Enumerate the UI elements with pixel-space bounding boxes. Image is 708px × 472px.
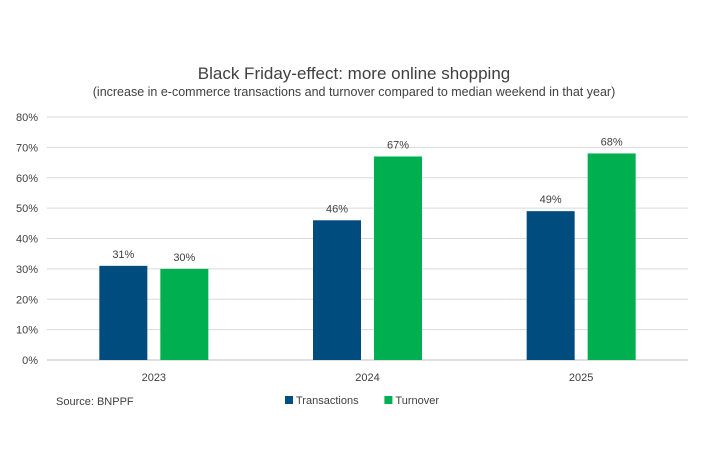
legend-swatch: [285, 396, 293, 404]
y-tick-label: 40%: [16, 234, 38, 246]
y-tick-label: 30%: [16, 264, 38, 276]
y-tick-label: 20%: [16, 294, 38, 306]
bars: [99, 153, 636, 360]
bar-transactions-2023: [99, 265, 148, 360]
legend-label: Turnover: [395, 395, 439, 407]
x-tick-label: 2025: [569, 372, 593, 384]
y-tick-label: 80%: [16, 112, 38, 124]
data-label: 67%: [387, 139, 409, 151]
y-tick-label: 60%: [16, 173, 38, 185]
y-tick-label: 70%: [16, 142, 38, 154]
bar-turnover-2023: [160, 268, 209, 360]
legend-swatch: [384, 396, 393, 404]
data-label: 46%: [326, 203, 348, 215]
legend: Transactions Turnover: [285, 395, 439, 407]
bar-transactions-2024: [313, 220, 361, 360]
bar-turnover-2025: [587, 153, 636, 360]
source-note: Source: BNPPF: [56, 396, 134, 408]
chart-title: Black Friday-effect: more online shoppin…: [198, 64, 510, 83]
data-label: 68%: [601, 136, 623, 148]
gridlines: [47, 116, 688, 361]
data-label: 30%: [173, 252, 195, 264]
y-tick-label: 50%: [16, 203, 38, 215]
x-axis-ticks: 2023 2024 2025: [142, 372, 594, 384]
y-tick-label: 0%: [22, 355, 38, 367]
x-tick-label: 2024: [355, 372, 379, 384]
x-tick-label: 2023: [142, 372, 166, 384]
y-axis-ticks: 0% 10% 20% 30% 40% 50% 60% 70% 80%: [16, 112, 38, 367]
data-label: 49%: [540, 194, 562, 206]
bar-transactions-2025: [526, 211, 575, 360]
data-labels: 31% 30% 46% 67% 49% 68%: [112, 136, 623, 263]
chart-subtitle: (increase in e-commerce transactions and…: [93, 85, 615, 99]
data-label: 31%: [112, 249, 134, 261]
legend-label: Transactions: [296, 395, 359, 407]
bar-turnover-2024: [374, 156, 422, 360]
y-tick-label: 10%: [16, 325, 38, 337]
